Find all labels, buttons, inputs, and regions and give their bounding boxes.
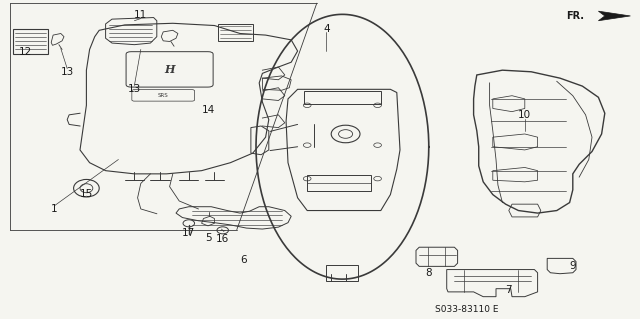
Text: 4: 4 [323, 24, 330, 34]
Polygon shape [598, 11, 630, 21]
Text: 10: 10 [518, 110, 531, 120]
Text: H: H [164, 64, 175, 75]
Text: SRS: SRS [158, 93, 168, 98]
Text: 8: 8 [426, 268, 432, 278]
Text: S033-83110 E: S033-83110 E [435, 305, 499, 314]
Text: 11: 11 [134, 10, 147, 20]
Text: 13: 13 [61, 67, 74, 77]
Text: 14: 14 [202, 105, 214, 115]
Text: 16: 16 [216, 234, 229, 244]
Text: 15: 15 [80, 189, 93, 199]
Text: 17: 17 [182, 228, 195, 238]
Bar [307, 175, 371, 191]
Text: 9: 9 [570, 261, 576, 271]
Text: 7: 7 [506, 285, 512, 295]
Text: 12: 12 [19, 47, 32, 57]
Text: 5: 5 [205, 233, 211, 243]
Text: FR.: FR. [566, 11, 584, 21]
Text: 1: 1 [51, 204, 58, 214]
Text: 6: 6 [240, 255, 246, 265]
Text: 13: 13 [128, 84, 141, 94]
Bar [304, 91, 381, 104]
